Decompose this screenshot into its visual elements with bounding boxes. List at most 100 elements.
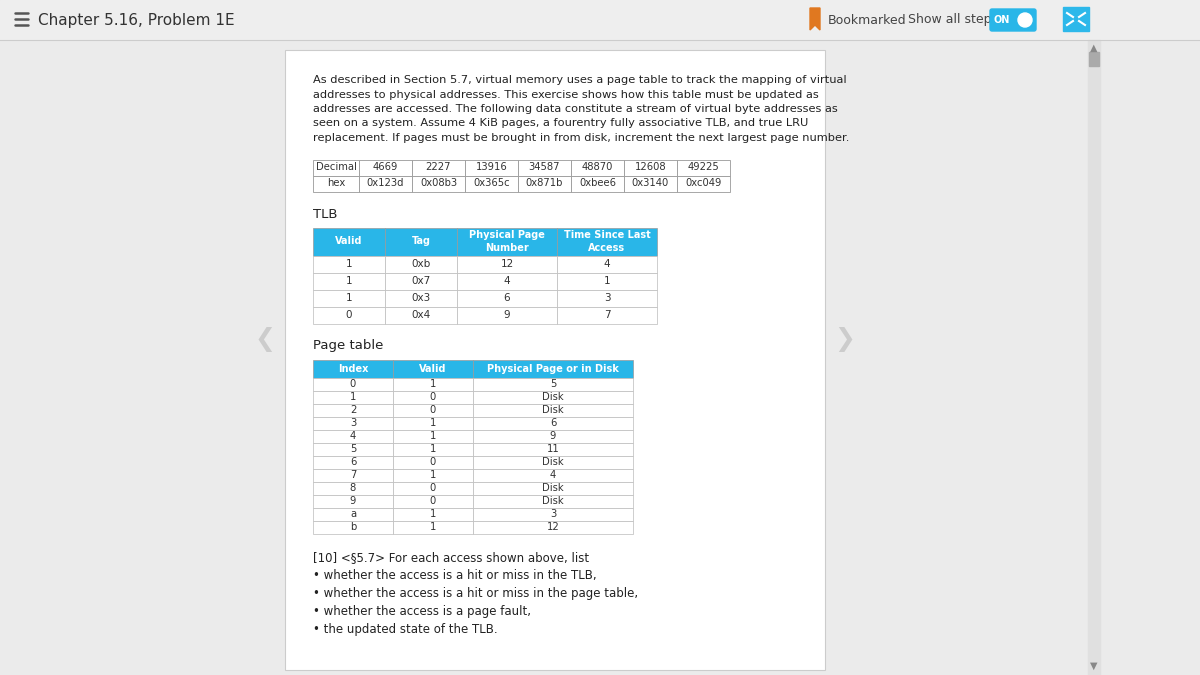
Text: 7: 7 xyxy=(604,310,611,320)
Text: Disk: Disk xyxy=(542,496,564,506)
Text: 6: 6 xyxy=(350,457,356,467)
Bar xyxy=(394,391,473,404)
Bar xyxy=(412,159,466,176)
Bar xyxy=(624,159,677,176)
Text: 9: 9 xyxy=(350,496,356,506)
Text: 0x7: 0x7 xyxy=(412,276,431,286)
Bar xyxy=(473,360,634,377)
Bar xyxy=(457,256,557,273)
Text: • whether the access is a hit or miss in the page table,: • whether the access is a hit or miss in… xyxy=(313,587,638,601)
Text: 3: 3 xyxy=(604,293,611,303)
Bar xyxy=(313,520,394,533)
Bar xyxy=(473,391,634,404)
Bar xyxy=(313,377,394,391)
Text: 1: 1 xyxy=(430,379,436,389)
Text: Tag: Tag xyxy=(412,236,431,246)
Text: Index: Index xyxy=(338,364,368,373)
Bar xyxy=(473,495,634,508)
Text: seen on a system. Assume 4 KiB pages, a fourentry fully associative TLB, and tru: seen on a system. Assume 4 KiB pages, a … xyxy=(313,119,809,128)
Text: 0: 0 xyxy=(430,392,436,402)
Text: As described in Section 5.7, virtual memory uses a page table to track the mappi: As described in Section 5.7, virtual mem… xyxy=(313,75,847,85)
Text: 0: 0 xyxy=(430,483,436,493)
Bar xyxy=(473,520,634,533)
Bar xyxy=(557,256,658,273)
Text: 12: 12 xyxy=(500,259,514,269)
Text: ❯: ❯ xyxy=(834,327,856,352)
Text: 9: 9 xyxy=(504,310,510,320)
Bar xyxy=(394,377,473,391)
Text: a: a xyxy=(350,509,356,519)
Bar xyxy=(313,443,394,456)
Text: 6: 6 xyxy=(504,293,510,303)
Text: b: b xyxy=(350,522,356,532)
Text: 2: 2 xyxy=(350,405,356,415)
Text: 0: 0 xyxy=(350,379,356,389)
Text: 4: 4 xyxy=(350,431,356,441)
Bar xyxy=(385,227,457,256)
Text: 48870: 48870 xyxy=(582,163,613,173)
Bar xyxy=(473,416,634,429)
Text: 8: 8 xyxy=(350,483,356,493)
Bar xyxy=(473,481,634,495)
Text: 0: 0 xyxy=(346,310,353,320)
Bar xyxy=(385,306,457,323)
Text: 0: 0 xyxy=(430,496,436,506)
Bar xyxy=(457,273,557,290)
Text: Physical Page
Number: Physical Page Number xyxy=(469,230,545,252)
Text: 4: 4 xyxy=(550,470,556,480)
Text: 1: 1 xyxy=(346,259,353,269)
Text: Valid: Valid xyxy=(419,364,446,373)
Bar xyxy=(457,227,557,256)
Bar xyxy=(473,429,634,443)
Bar xyxy=(313,495,394,508)
Text: 2227: 2227 xyxy=(426,163,451,173)
Text: • the updated state of the TLB.: • the updated state of the TLB. xyxy=(313,624,498,637)
Text: 4: 4 xyxy=(504,276,510,286)
Text: 1: 1 xyxy=(430,470,436,480)
Text: 12608: 12608 xyxy=(635,163,666,173)
Bar xyxy=(624,176,677,192)
Bar xyxy=(473,404,634,416)
Text: 1: 1 xyxy=(430,522,436,532)
Bar xyxy=(313,306,385,323)
Text: 1: 1 xyxy=(346,293,353,303)
Text: 11: 11 xyxy=(547,444,559,454)
Text: [10] <§5.7> For each access shown above, list: [10] <§5.7> For each access shown above,… xyxy=(313,551,589,564)
Bar xyxy=(557,290,658,306)
Bar xyxy=(385,273,457,290)
Text: 1: 1 xyxy=(604,276,611,286)
Bar xyxy=(313,290,385,306)
Bar xyxy=(557,273,658,290)
Bar xyxy=(1090,52,1099,66)
Bar xyxy=(313,429,394,443)
Text: 0x4: 0x4 xyxy=(412,310,431,320)
Bar xyxy=(457,290,557,306)
Text: ▲: ▲ xyxy=(1091,43,1098,53)
Bar xyxy=(394,360,473,377)
Text: 0x871b: 0x871b xyxy=(526,178,563,188)
Text: 4: 4 xyxy=(604,259,611,269)
Bar xyxy=(518,159,571,176)
Text: ❮: ❮ xyxy=(254,327,276,352)
Text: TLB: TLB xyxy=(313,207,337,221)
Text: 7: 7 xyxy=(350,470,356,480)
Text: replacement. If pages must be brought in from disk, increment the next largest p: replacement. If pages must be brought in… xyxy=(313,133,850,143)
Bar xyxy=(394,468,473,481)
Bar xyxy=(1088,40,1100,675)
Text: addresses to physical addresses. This exercise shows how this table must be upda: addresses to physical addresses. This ex… xyxy=(313,90,818,99)
Text: 0x123d: 0x123d xyxy=(367,178,404,188)
Text: ON: ON xyxy=(994,15,1010,25)
Text: Chapter 5.16, Problem 1E: Chapter 5.16, Problem 1E xyxy=(38,13,235,28)
Text: addresses are accessed. The following data constitute a stream of virtual byte a: addresses are accessed. The following da… xyxy=(313,104,838,114)
Bar xyxy=(412,176,466,192)
Bar xyxy=(557,227,658,256)
Bar xyxy=(313,256,385,273)
Text: 0xc049: 0xc049 xyxy=(685,178,721,188)
Bar xyxy=(313,273,385,290)
Text: 5: 5 xyxy=(550,379,556,389)
Bar xyxy=(394,404,473,416)
Bar xyxy=(313,481,394,495)
Text: Bookmarked: Bookmarked xyxy=(828,14,907,26)
Text: Time Since Last
Access: Time Since Last Access xyxy=(564,230,650,252)
Text: 3: 3 xyxy=(350,418,356,428)
